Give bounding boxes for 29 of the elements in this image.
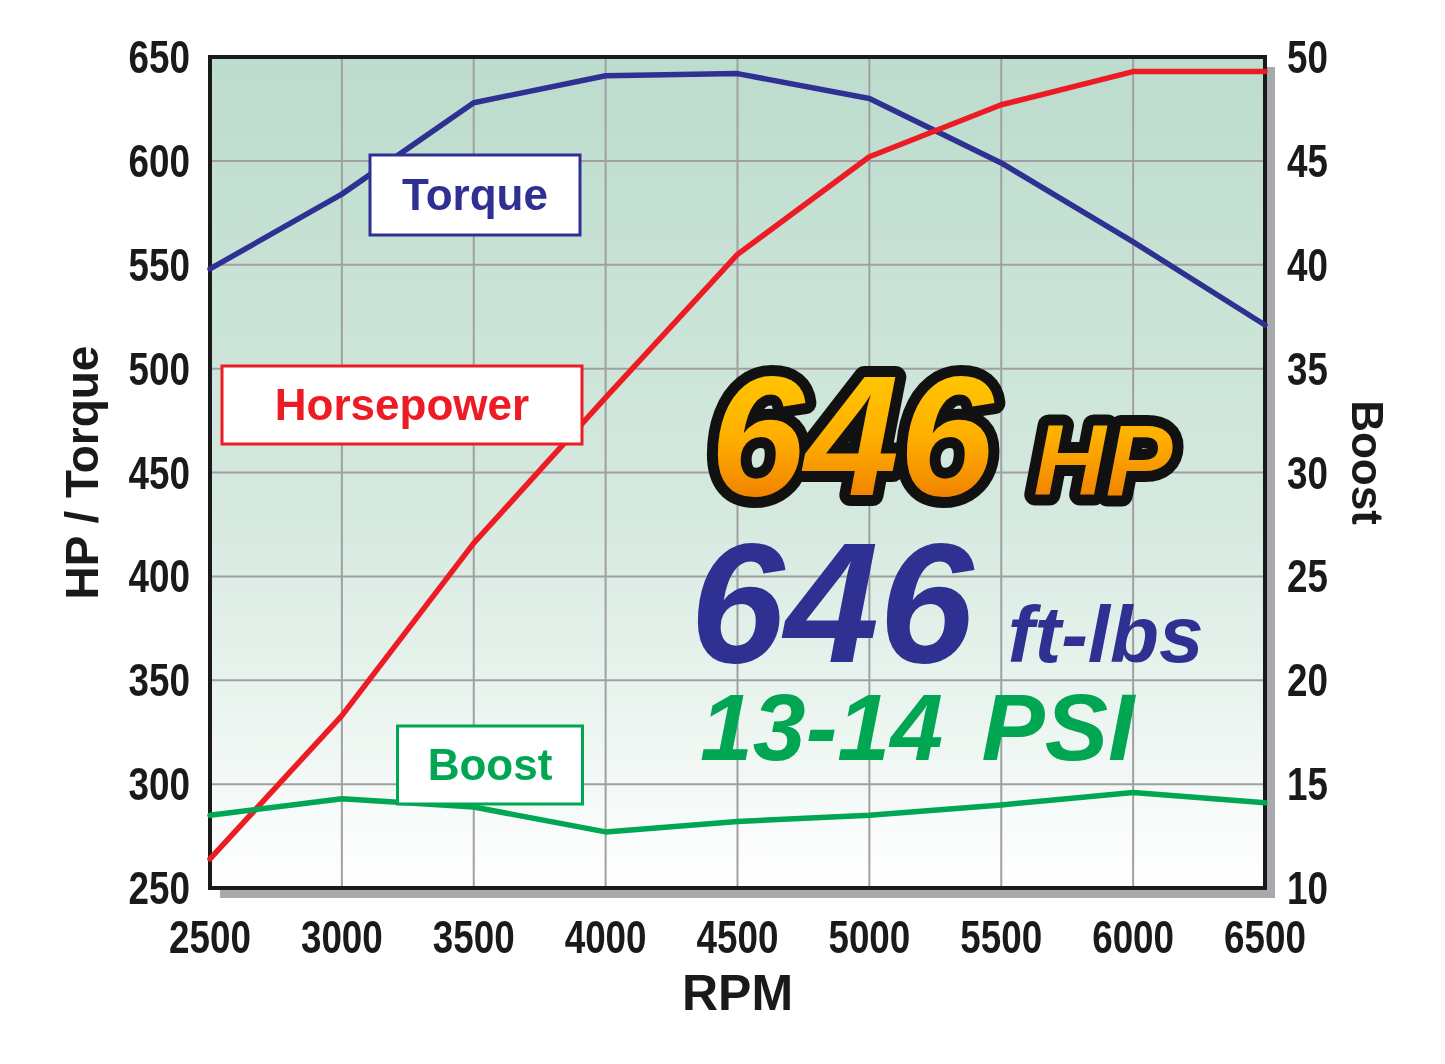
x-tick-label: 4500 bbox=[696, 911, 779, 963]
y2-tick-label: 30 bbox=[1287, 446, 1328, 499]
y2-tick-label: 20 bbox=[1287, 654, 1328, 707]
y2-tick-label: 40 bbox=[1287, 238, 1328, 291]
y2-tick-label: 25 bbox=[1287, 550, 1328, 603]
y2-tick-label: 50 bbox=[1287, 31, 1328, 84]
series-label: Torque bbox=[402, 170, 548, 219]
x-tick-label: 3000 bbox=[300, 911, 383, 963]
series-label: Horsepower bbox=[274, 380, 530, 429]
y-tick-label: 500 bbox=[128, 342, 190, 395]
y2-axis-title: Boost bbox=[1343, 400, 1392, 526]
y-tick-label: 300 bbox=[128, 758, 190, 811]
y2-tick-label: 45 bbox=[1287, 135, 1328, 187]
y-tick-label: 650 bbox=[128, 31, 190, 84]
x-tick-label: 5000 bbox=[828, 911, 911, 963]
x-tick-label: 6000 bbox=[1092, 911, 1175, 963]
x-tick-label: 3500 bbox=[432, 911, 515, 963]
series-label: Boost bbox=[427, 740, 553, 789]
y2-tick-label: 35 bbox=[1287, 342, 1328, 395]
x-tick-label: 4000 bbox=[564, 911, 647, 963]
x-axis-title: RPM bbox=[681, 965, 794, 1021]
y-tick-label: 450 bbox=[128, 446, 190, 499]
y-axis-title: HP / Torque bbox=[56, 345, 108, 600]
y2-tick-label: 15 bbox=[1287, 758, 1328, 811]
y-tick-label: 600 bbox=[128, 135, 190, 187]
x-tick-label: 5500 bbox=[960, 911, 1043, 963]
y-tick-label: 400 bbox=[128, 550, 190, 603]
y-tick-label: 550 bbox=[128, 238, 190, 291]
y-tick-label: 350 bbox=[128, 654, 190, 707]
